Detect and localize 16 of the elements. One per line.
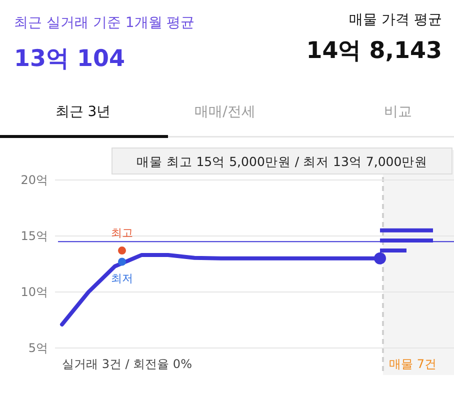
text: 최근 3년: [55, 104, 111, 120]
annotation: 최저: [111, 272, 133, 285]
annotation: 최고: [111, 226, 133, 240]
text: 매매/전세: [194, 104, 256, 120]
chart-title: 최근 실거래 기준 1개월 평균: [14, 15, 195, 31]
text: 비교: [384, 104, 412, 120]
chart-subtitle: 13억 104: [14, 46, 126, 72]
y-tick-label: 10억: [20, 285, 48, 299]
y-tick-label: 20억: [20, 173, 48, 187]
text: 매물 최고 15억 5,000만원 / 최저 13억 7,000만원: [136, 154, 428, 169]
y-tick-label: 15억: [20, 229, 48, 243]
text: 실거래 3건 / 회전율 0%: [62, 357, 192, 371]
text: 매물 가격 평균: [349, 12, 442, 28]
text: 14억 8,143: [306, 38, 442, 64]
y-tick-label: 5억: [28, 341, 48, 355]
text: 매물 7건: [389, 357, 436, 371]
